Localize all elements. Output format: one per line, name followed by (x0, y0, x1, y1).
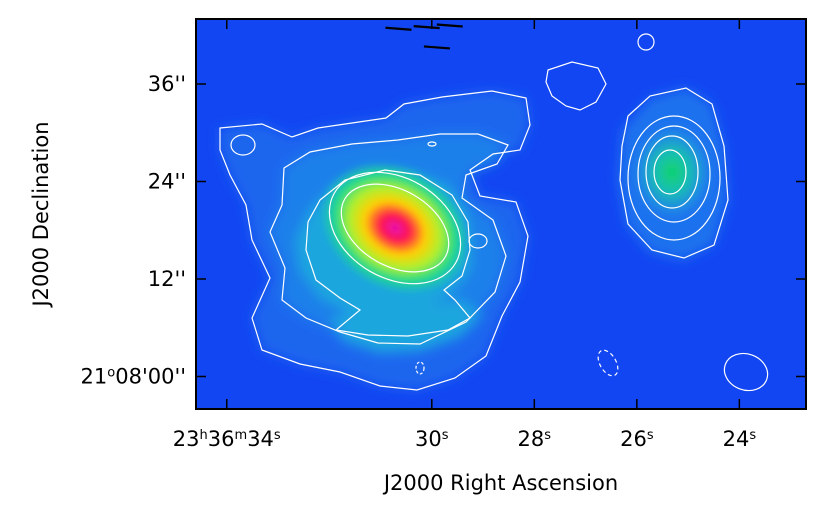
x-tick-unit: s (442, 428, 449, 443)
x-tick-seconds: 24 (723, 427, 750, 451)
y-tick-seconds: 36'' (148, 72, 186, 96)
x-tick-seconds: 34 (247, 427, 274, 451)
contour-island-2 (427, 141, 437, 147)
x-tick-minutes: 36 (208, 427, 235, 451)
y-tick-seconds: 00'' (148, 365, 186, 389)
eastern-source-core (626, 118, 718, 226)
polarization-vector (413, 25, 440, 30)
x-tick-unit: h (200, 428, 208, 443)
contour-level-5 (340, 183, 450, 273)
x-tick-label: 23h36m34s (173, 427, 281, 451)
y-axis-label: J2000 Declination (29, 121, 53, 308)
x-tick-seconds: 26 (620, 427, 647, 451)
contour-east-5 (653, 149, 687, 195)
contour-island-1 (468, 233, 488, 249)
y-tick-seconds: 12'' (148, 267, 186, 291)
x-tick-label: 26s (620, 427, 654, 451)
contour-island-3 (230, 134, 256, 156)
x-axis-ticks: 23h36m34s 30s 28s 26s 24s (173, 19, 757, 451)
contour-level-1 (219, 90, 531, 391)
y-tick-label: 36'' (148, 72, 186, 96)
polarization-vector (385, 26, 412, 31)
beam-ellipse (723, 352, 769, 392)
x-tick-label: 30s (415, 427, 449, 451)
x-tick-unit: s (274, 428, 281, 443)
polarization-vector (391, 0, 417, 1)
contour-east-4 (645, 135, 699, 209)
western-source-core (319, 161, 471, 295)
contour-east-3 (637, 125, 711, 223)
polarization-vectors (365, 0, 463, 50)
contour-north-small (637, 33, 655, 51)
polarization-vector (436, 23, 463, 28)
contour-negative-1 (597, 349, 619, 377)
y-axis-ticks: 21o08'00''12''24''36''48''09'00''12''24'… (81, 72, 806, 389)
contour-east-2 (627, 115, 721, 241)
y-tick-minutes: 08' (115, 365, 148, 389)
x-tick-seconds: 28 (518, 427, 545, 451)
plot-frame (195, 18, 807, 410)
contour-level-4 (328, 171, 462, 285)
y-tick-unit: o (107, 365, 115, 380)
contour-level-3 (305, 169, 471, 337)
polarization-vector (365, 4, 391, 6)
x-tick-unit: s (749, 428, 756, 443)
contour-level-2 (269, 133, 509, 345)
contour-layer (219, 33, 769, 392)
x-axis-label: J2000 Right Ascension (382, 471, 618, 495)
x-tick-label: 24s (723, 427, 757, 451)
x-tick-hours: 23 (173, 427, 200, 451)
contour-north-blob (545, 61, 607, 111)
intensity-image (196, 19, 806, 409)
y-tick-label: 24'' (148, 170, 186, 194)
y-tick-label: 21o08'00'' (81, 365, 186, 389)
y-tick-label: 12'' (148, 267, 186, 291)
x-tick-unit: s (544, 428, 551, 443)
x-tick-unit: m (235, 428, 248, 443)
y-tick-degrees: 21 (81, 365, 108, 389)
x-tick-unit: s (647, 428, 654, 443)
y-tick-seconds: 24'' (148, 170, 186, 194)
x-tick-label: 28s (518, 427, 552, 451)
polarization-vector (423, 45, 451, 50)
diffuse-lobe-south (330, 300, 482, 352)
x-tick-seconds: 30 (415, 427, 442, 451)
contour-negative-2 (415, 361, 425, 375)
contour-east-1 (619, 87, 729, 259)
